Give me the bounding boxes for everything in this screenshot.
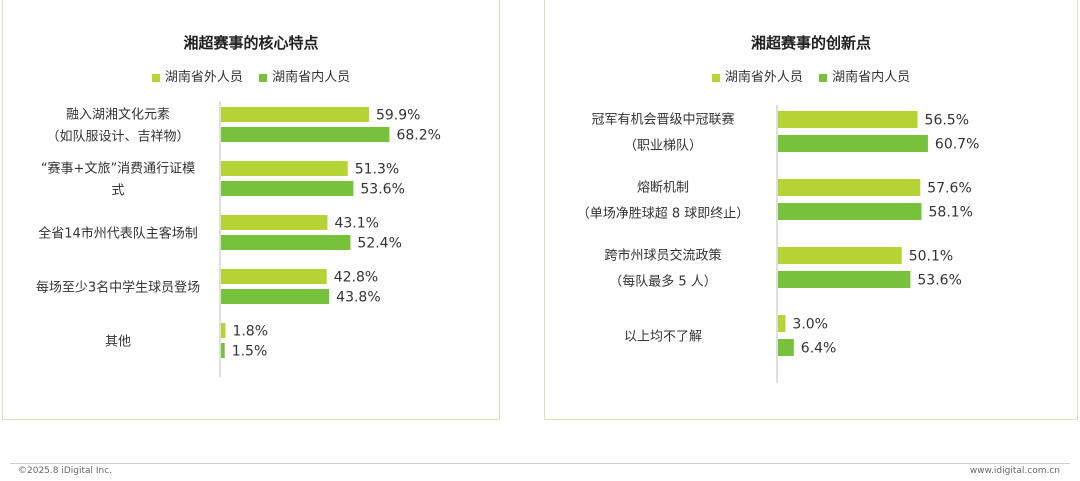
bar-inside [221, 343, 225, 358]
legend-item-outside: 湖南省外人员 [711, 66, 803, 85]
data-label: 59.9% [376, 108, 420, 124]
bar-inside [221, 127, 390, 142]
legend-swatch-inside [819, 73, 828, 82]
data-label: 52.4% [357, 236, 401, 252]
bar-inside [221, 181, 354, 196]
chart-title: 湘超赛事的核心特点 [183, 34, 319, 52]
data-label: 42.8% [334, 270, 378, 286]
bar-inside [778, 339, 794, 356]
bar-outside [778, 247, 902, 264]
category-label: （每队最多 5 人） [609, 274, 717, 290]
category-label: 以上均不了解 [624, 330, 702, 345]
data-label: 60.7% [935, 137, 979, 153]
legend-label-outside: 湖南省外人员 [724, 70, 803, 85]
data-label: 1.5% [232, 344, 268, 360]
category-label: 每场至少3名中学生球员登场 [36, 280, 200, 296]
bar-chart-core-features: 融入湖湘文化元素 （如队服设计、吉祥物） 59.9% 68.2% “赛事+文旅”消费通行… [36, 101, 441, 377]
legend-item-inside: 湖南省内人员 [819, 66, 910, 85]
category-label: 全省14市州代表队主客场制 [38, 226, 198, 242]
bar-inside [778, 271, 911, 288]
category-label: （单场净胜球超 8 球即终止） [577, 206, 750, 222]
legend: 湖南省外人员 湖南省内人员 [545, 66, 1077, 85]
bar-chart-innovations: 冠军有机会晋级中冠联赛 （职业梯队） 56.5% 60.7% 熔断机制 （单场净胜球超 8… [577, 105, 979, 383]
bar-outside [221, 269, 327, 284]
bar-outside [221, 323, 226, 338]
legend-label-inside: 湖南省内人员 [272, 70, 351, 85]
data-label: 58.1% [929, 205, 973, 221]
footer-website: www.idigital.com.cn [969, 466, 1060, 476]
category-label: 冠军有机会晋级中冠联赛 [591, 112, 734, 128]
legend-swatch-outside [151, 73, 160, 82]
bar-inside [221, 289, 330, 304]
category-label: 其他 [105, 335, 131, 350]
legend-label-outside: 湖南省外人员 [164, 70, 243, 85]
data-label: 43.8% [336, 290, 380, 306]
chart-panel-core-features: 湘超赛事的核心特点 湖南省外人员 湖南省内人员 融入湖湘文化元素 （如队服设计、吉… [2, 0, 500, 420]
data-label: 50.1% [909, 249, 953, 265]
data-label: 53.6% [360, 182, 404, 198]
chart-panel-innovations: 湘超赛事的创新点 湖南省外人员 湖南省内人员 冠军有机会晋级中冠联赛 （职业梯队）… [544, 0, 1078, 420]
category-label: （如队服设计、吉祥物） [46, 129, 189, 145]
legend-swatch-inside [259, 73, 268, 82]
category-label: 融入湖湘文化元素 [66, 108, 170, 123]
bar-inside [221, 235, 351, 250]
bar-outside [778, 315, 786, 332]
data-label: 43.1% [334, 216, 378, 232]
category-label: 跨市州球员交流政策 [604, 248, 721, 264]
bar-inside [778, 135, 928, 152]
data-label: 56.5% [925, 113, 969, 129]
data-label: 6.4% [801, 341, 837, 357]
data-label: 3.0% [792, 317, 828, 333]
bar-outside [778, 179, 921, 196]
category-label: 式 [111, 184, 124, 199]
category-label: （职业梯队） [624, 139, 702, 154]
legend-swatch-outside [711, 73, 720, 82]
data-label: 57.6% [927, 181, 971, 197]
data-label: 68.2% [396, 128, 440, 144]
legend-label-inside: 湖南省内人员 [832, 70, 911, 85]
legend-item-inside: 湖南省内人员 [259, 66, 350, 85]
footer-copyright: ©2025.8 iDigital Inc. [18, 466, 113, 476]
bar-inside [778, 203, 922, 220]
category-label: 熔断机制 [637, 181, 689, 196]
bar-outside [221, 107, 369, 122]
data-label: 1.8% [232, 324, 268, 340]
chart-title: 湘超赛事的创新点 [750, 34, 871, 52]
bar-outside [778, 111, 918, 128]
legend: 湖南省外人员 湖南省内人员 [3, 66, 499, 85]
category-label: “赛事+文旅”消费通行证模 [41, 161, 195, 177]
footer-divider [10, 463, 1070, 464]
data-label: 51.3% [355, 162, 399, 178]
bar-outside [221, 215, 328, 230]
legend-item-outside: 湖南省外人员 [151, 66, 243, 85]
data-label: 53.6% [917, 273, 961, 289]
bar-outside [221, 161, 348, 176]
